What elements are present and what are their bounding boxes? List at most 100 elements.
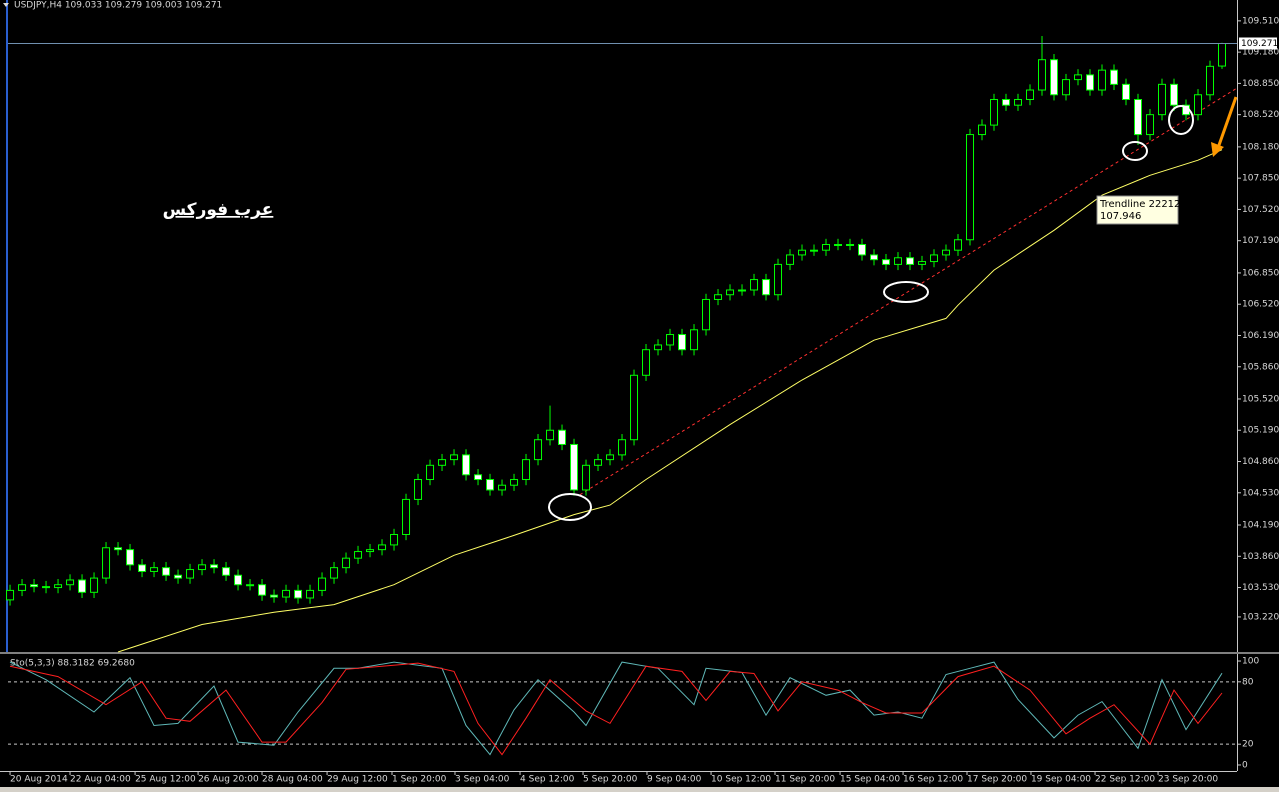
candle-body bbox=[1098, 69, 1107, 91]
candle-body bbox=[462, 454, 471, 476]
candle-body bbox=[1038, 59, 1047, 91]
x-tick-label: 29 Aug 12:00 bbox=[327, 775, 388, 785]
candle-body bbox=[846, 244, 855, 246]
candle-body bbox=[30, 584, 39, 588]
y-tick-label: 109.180 bbox=[1242, 48, 1279, 58]
x-tick-label: 22 Aug 04:00 bbox=[70, 775, 131, 785]
candle-body bbox=[282, 589, 291, 598]
y-tick-label: 105.520 bbox=[1242, 394, 1279, 404]
x-tick-label: 23 Sep 20:00 bbox=[1158, 775, 1218, 785]
x-tick-label: 22 Sep 12:00 bbox=[1095, 775, 1155, 785]
x-tick-label: 20 Aug 2014 bbox=[10, 775, 68, 785]
pane-separator bbox=[0, 652, 1279, 654]
y-tick-label: 103.220 bbox=[1242, 612, 1279, 622]
candle-body bbox=[654, 344, 663, 351]
menu-triangle[interactable] bbox=[3, 3, 9, 7]
candle-body bbox=[54, 584, 63, 589]
indicator-header: Sto(5,3,3) 88.3182 69.2680 bbox=[10, 659, 135, 669]
y-tick-label: 104.860 bbox=[1242, 457, 1279, 467]
annotations: Trendline 22212 107.946 bbox=[548, 96, 1238, 521]
candle-body bbox=[102, 547, 111, 579]
y-tick-label: 109.510 bbox=[1242, 16, 1279, 26]
watermark: عرب فوركس bbox=[163, 200, 274, 220]
x-tick-label: 11 Sep 20:00 bbox=[775, 775, 835, 785]
candle-body bbox=[498, 484, 507, 491]
candle-body bbox=[558, 429, 567, 445]
y-tick-label: 108.520 bbox=[1242, 110, 1279, 120]
candle-body bbox=[1062, 79, 1071, 96]
candle-body bbox=[90, 577, 99, 593]
candle-body bbox=[246, 584, 255, 587]
y-tick-label: 107.850 bbox=[1242, 174, 1279, 184]
candle-body bbox=[66, 579, 75, 586]
candle-body bbox=[1074, 74, 1083, 81]
highlight-ellipse bbox=[883, 281, 929, 303]
x-tick-label: 15 Sep 04:00 bbox=[840, 775, 900, 785]
x-tick-label: 4 Sep 12:00 bbox=[520, 775, 575, 785]
y-tick-label: 106.520 bbox=[1242, 300, 1279, 310]
trendline bbox=[579, 87, 1238, 496]
candle-body bbox=[1014, 99, 1023, 106]
candle-body bbox=[870, 254, 879, 261]
candle-body bbox=[666, 334, 675, 346]
candle-body bbox=[18, 584, 27, 591]
candle-body bbox=[510, 479, 519, 486]
symbol-header: USDJPY,H4 109.033 109.279 109.003 109.27… bbox=[14, 1, 222, 11]
status-strip bbox=[0, 787, 1279, 792]
candle-body bbox=[1122, 83, 1131, 101]
candle-body bbox=[954, 239, 963, 251]
candle-body bbox=[174, 574, 183, 579]
candle-body bbox=[738, 289, 747, 292]
candle-body bbox=[450, 454, 459, 461]
candle-body bbox=[42, 586, 51, 589]
candle-body bbox=[1026, 89, 1035, 101]
arrow-shaft bbox=[1216, 96, 1238, 149]
candle-body bbox=[570, 443, 579, 491]
tooltip-price: 107.946 bbox=[1100, 211, 1141, 222]
candle-body bbox=[918, 261, 927, 265]
candle-body bbox=[1050, 59, 1059, 96]
candle-body bbox=[1002, 99, 1011, 106]
stochastic-line bbox=[9, 662, 1223, 756]
y-tick-label: 107.190 bbox=[1242, 236, 1279, 246]
candle-body bbox=[306, 589, 315, 599]
y-tick-label: 80 bbox=[1242, 677, 1254, 687]
y-tick-label: 104.190 bbox=[1242, 521, 1279, 531]
x-tick-label: 28 Aug 04:00 bbox=[262, 775, 323, 785]
x-tick-label: 5 Sep 20:00 bbox=[583, 775, 638, 785]
candle-body bbox=[186, 569, 195, 579]
x-tick-label: 9 Sep 04:00 bbox=[647, 775, 702, 785]
highlight-ellipse bbox=[1168, 105, 1194, 135]
candle-body bbox=[138, 564, 147, 572]
candle-body bbox=[234, 574, 243, 586]
candle-body bbox=[150, 567, 159, 572]
moving-average bbox=[117, 149, 1223, 653]
candle-body bbox=[366, 549, 375, 553]
tooltip-box bbox=[1096, 195, 1179, 225]
candle-body bbox=[822, 244, 831, 251]
y-tick-label: 106.850 bbox=[1242, 268, 1279, 278]
candle-body bbox=[798, 249, 807, 256]
candle-body bbox=[1134, 99, 1143, 136]
tooltip-name: Trendline 22212 bbox=[1099, 199, 1180, 210]
x-tick-label: 19 Sep 04:00 bbox=[1031, 775, 1091, 785]
highlight-ellipse bbox=[1122, 141, 1148, 161]
candle-body bbox=[894, 257, 903, 265]
candle-body bbox=[786, 254, 795, 265]
y-tick-label: 103.860 bbox=[1242, 552, 1279, 562]
x-tick-label: 10 Sep 12:00 bbox=[711, 775, 771, 785]
candle-body bbox=[774, 263, 783, 296]
candle-body bbox=[126, 549, 135, 566]
candle-body bbox=[1206, 65, 1215, 96]
x-tick-label: 26 Aug 20:00 bbox=[198, 775, 259, 785]
price-label: 109.271 bbox=[1241, 39, 1278, 49]
candle-body bbox=[594, 459, 603, 466]
candle-body bbox=[690, 329, 699, 351]
candle-body bbox=[1194, 94, 1203, 116]
candle-body bbox=[330, 567, 339, 579]
candle-body bbox=[1086, 74, 1095, 91]
candle-body bbox=[390, 533, 399, 546]
candle-body bbox=[978, 124, 987, 136]
